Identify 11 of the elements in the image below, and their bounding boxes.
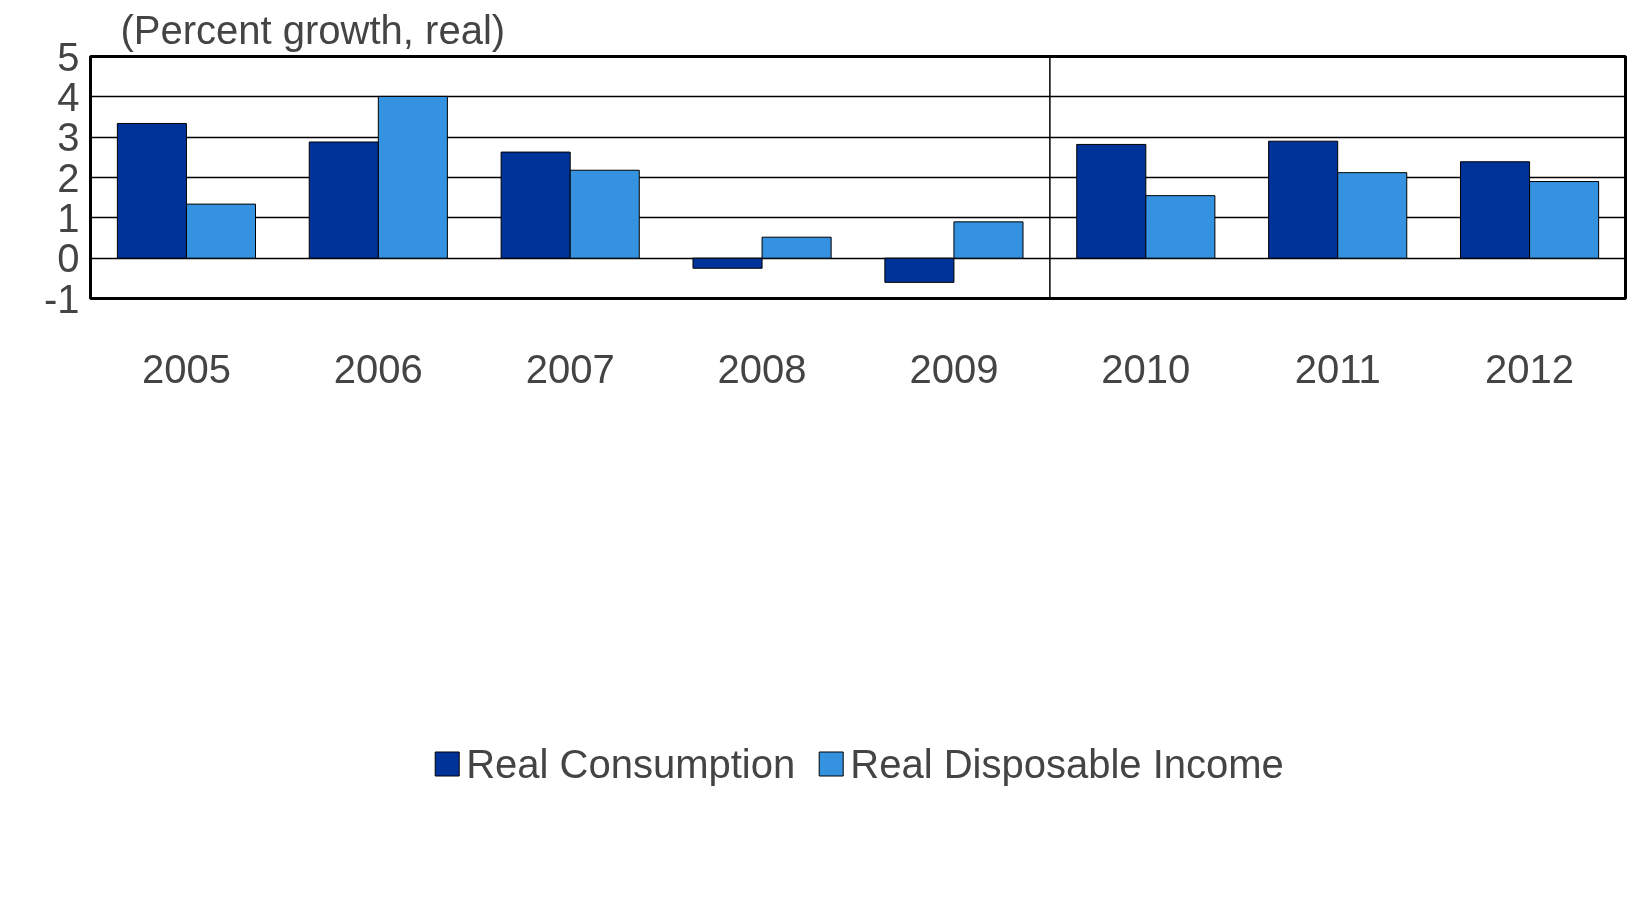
x-tick-label: 2012: [1485, 346, 1575, 391]
x-tick-label: 2005: [141, 346, 231, 391]
y-axis-title: (Percent growth, real): [120, 7, 506, 52]
legend-label: Real Disposable Income: [850, 741, 1284, 787]
x-tick-label: 2010: [1101, 346, 1191, 391]
x-tick-label: 2011: [1294, 346, 1381, 391]
x-tick-label: 2009: [909, 346, 999, 391]
x-tick-label: 2008: [717, 346, 807, 391]
x-tick-label: 2007: [525, 346, 615, 391]
legend-label: Real Consumption: [466, 741, 796, 787]
x-tick-label: 2006: [333, 346, 423, 391]
